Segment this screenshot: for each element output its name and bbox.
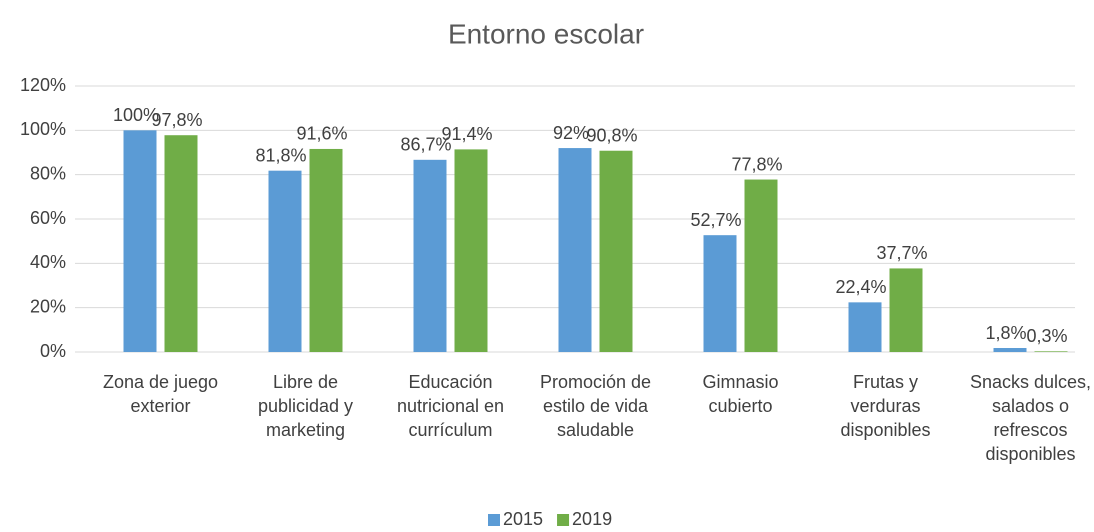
y-tick-label: 0% (40, 341, 66, 361)
bar (123, 130, 157, 352)
data-label: 91,4% (441, 124, 492, 144)
x-tick-label: Gimnasio cubierto (702, 372, 778, 416)
data-label: 91,6% (296, 124, 347, 144)
data-label: 97,8% (151, 110, 202, 130)
bar (164, 135, 198, 352)
data-label: 77,8% (731, 154, 782, 174)
y-tick-label: 60% (30, 208, 66, 228)
legend-label: 2015 (503, 509, 543, 529)
y-tick-label: 20% (30, 296, 66, 316)
bar (993, 348, 1027, 352)
y-tick-label: 80% (30, 163, 66, 183)
bar (558, 148, 592, 352)
data-label: 37,7% (876, 243, 927, 263)
y-tick-label: 100% (20, 119, 66, 139)
bar (703, 235, 737, 352)
data-label: 81,8% (255, 145, 306, 165)
bar (1034, 351, 1068, 352)
x-tick-label: Educación nutricional en currículum (397, 372, 504, 440)
x-tick-label: Promoción de estilo de vida saludable (540, 372, 651, 440)
x-tick-label: Frutas y verduras disponibles (840, 372, 930, 440)
bar (454, 149, 488, 352)
bar (744, 179, 778, 352)
data-label: 86,7% (400, 135, 451, 155)
y-tick-label: 120% (20, 75, 66, 95)
data-label: 0,3% (1026, 326, 1067, 346)
legend-swatch (557, 514, 570, 526)
bar (309, 148, 343, 352)
data-label: 92% (553, 123, 589, 143)
x-tick-label: Snacks dulces, salados o refrescos disponib… (970, 372, 1091, 464)
data-label: 22,4% (835, 277, 886, 297)
data-label: 52,7% (690, 210, 741, 230)
legend-label: 2019 (572, 509, 612, 529)
chart-title: Entorno escolar (448, 18, 644, 49)
bar (413, 159, 447, 352)
bar (599, 150, 633, 352)
data-label: 90,8% (586, 125, 637, 145)
legend-swatch (488, 514, 500, 526)
bar (268, 170, 302, 352)
legend: 2015 2019 (488, 509, 612, 529)
y-tick-label: 40% (30, 252, 66, 272)
data-label: 1,8% (985, 323, 1026, 343)
x-tick-label: Libre de publicidad y marketing (258, 372, 353, 440)
bar (889, 268, 923, 352)
data-label: 100% (113, 105, 159, 125)
bar (848, 302, 882, 352)
x-tick-label: Zona de juego exterior (103, 372, 218, 416)
